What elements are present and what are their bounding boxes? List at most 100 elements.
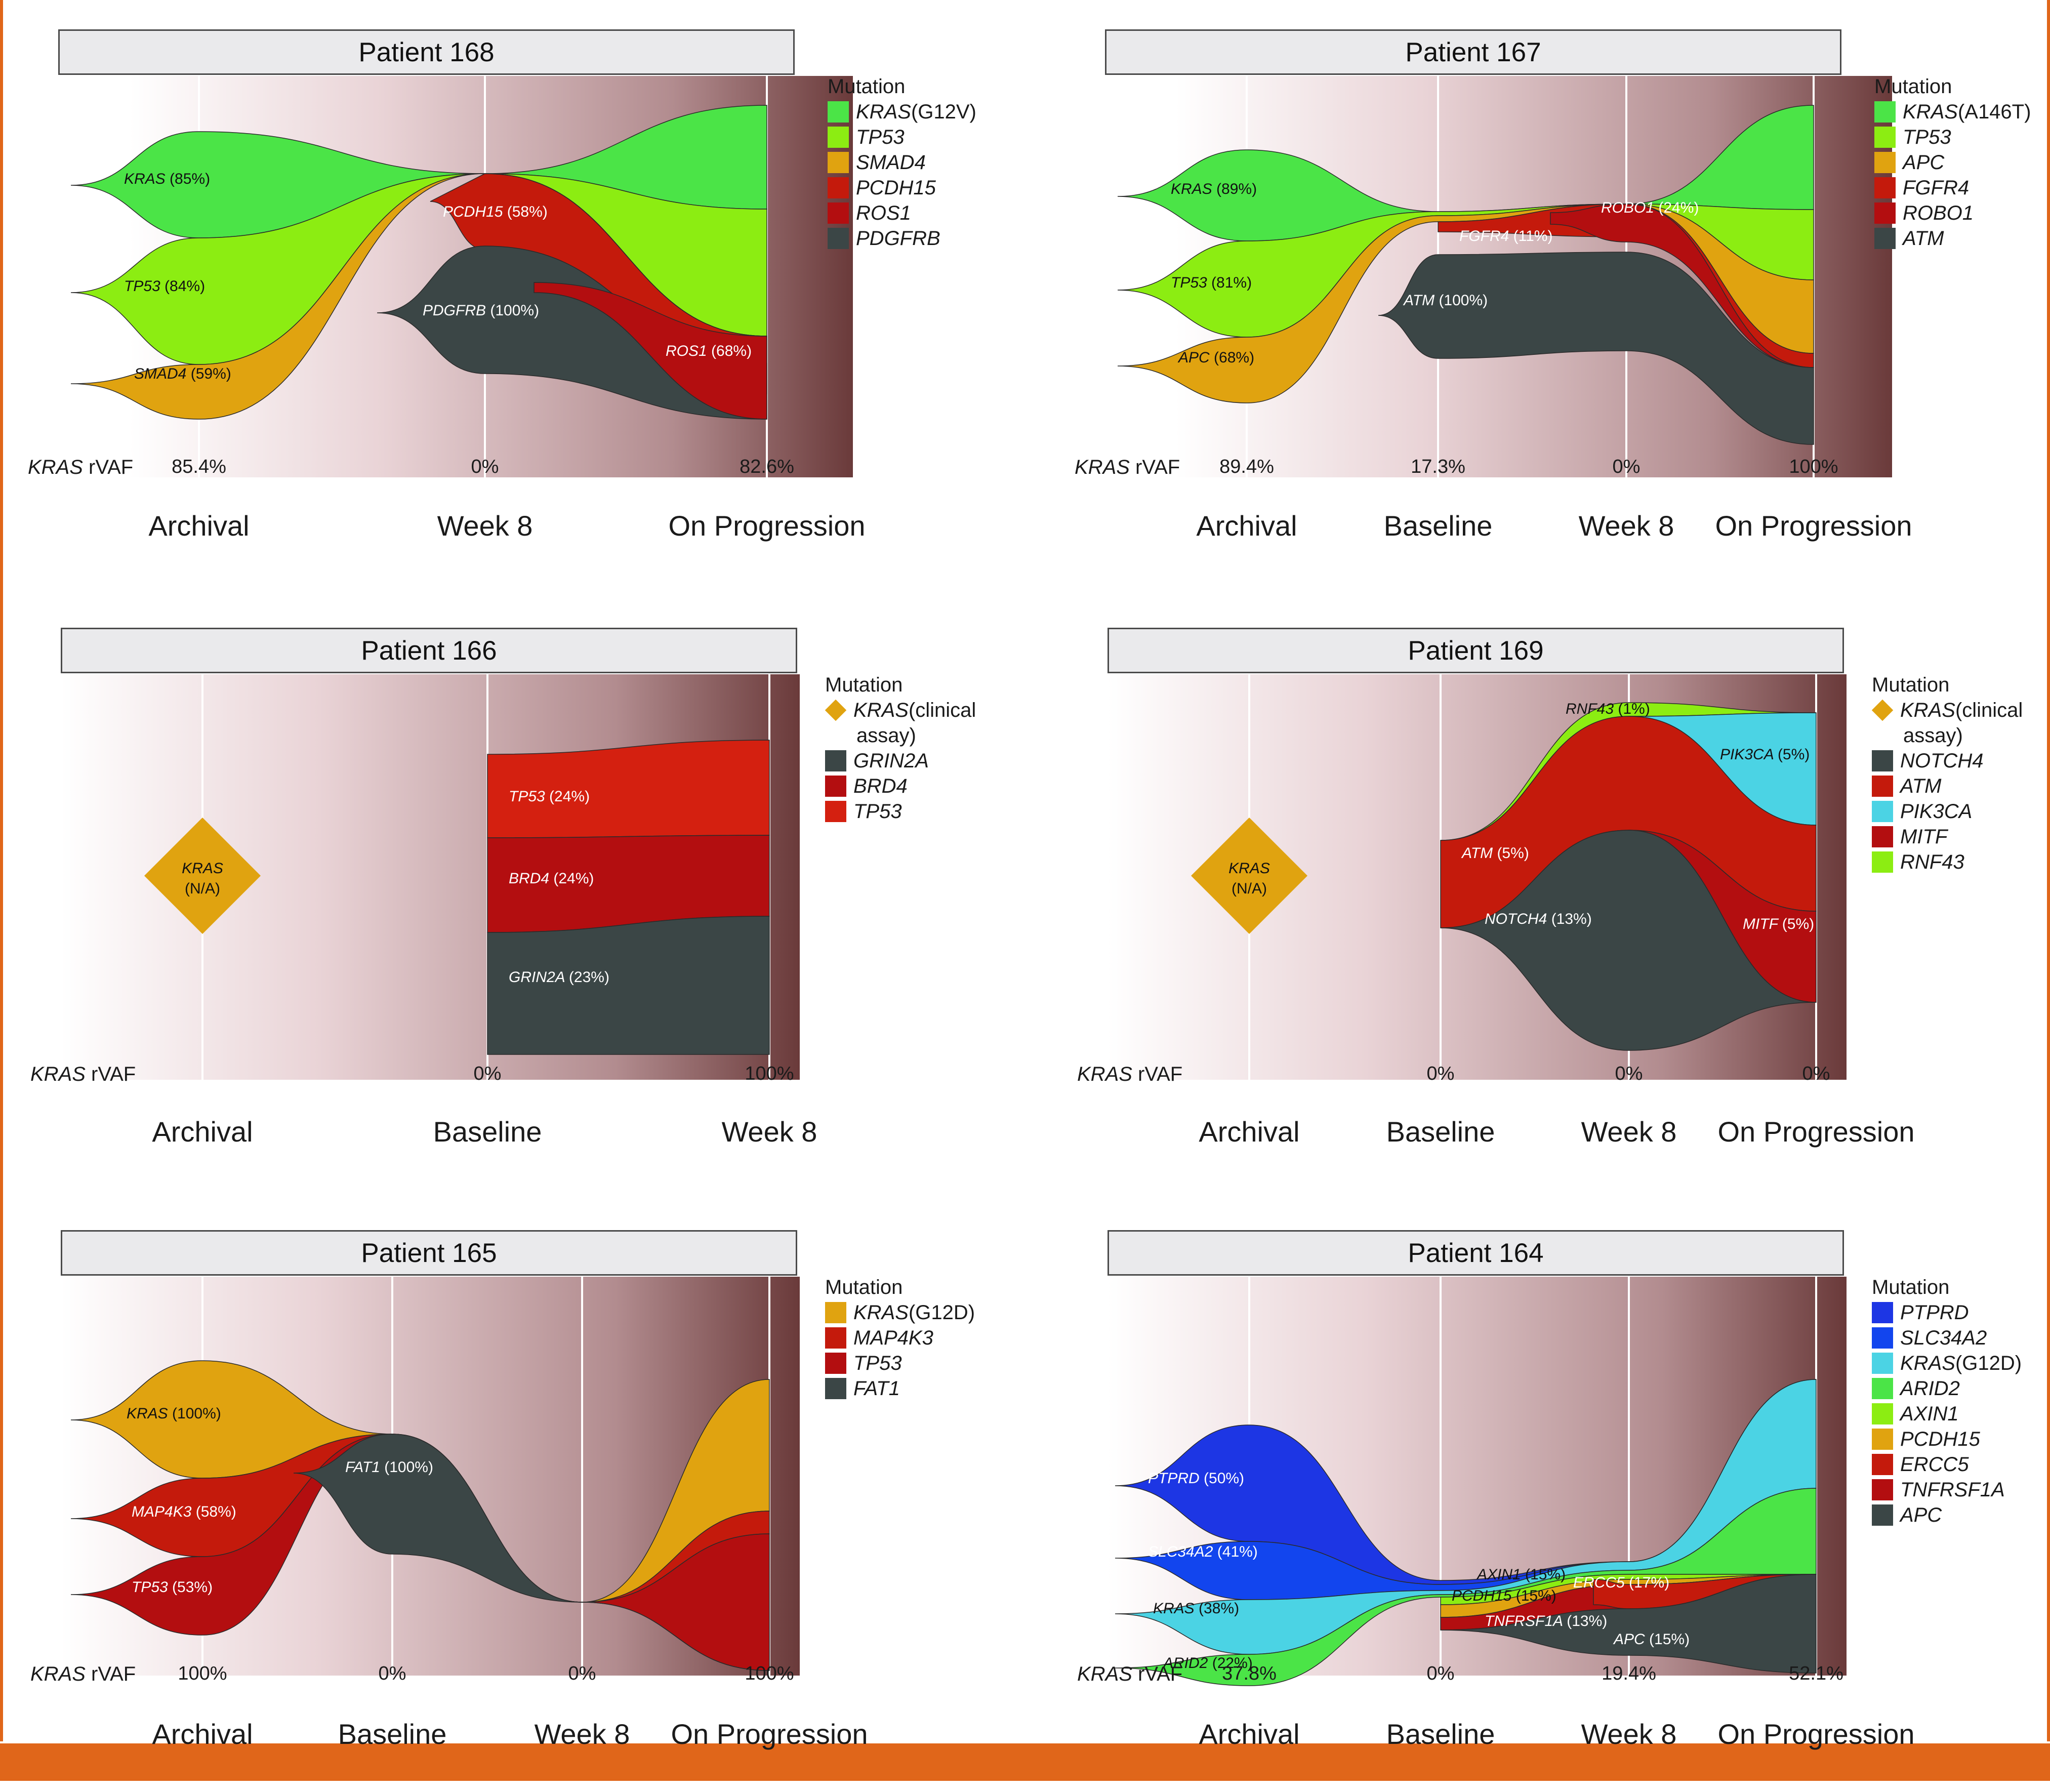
stream-label-value: (89%)	[1216, 181, 1257, 197]
rvaf-value: 0%	[1612, 456, 1641, 477]
stream-label-value: (23%)	[569, 969, 609, 986]
panel-title: Patient 165	[61, 1230, 797, 1276]
legend-note: (G12V)	[911, 101, 976, 123]
rvaf-suffix: rVAF	[89, 456, 134, 478]
stream-label-value: (68%)	[1214, 349, 1254, 366]
stream-label-value: (59%)	[191, 365, 231, 382]
legend-gene: AXIN1	[1900, 1403, 1959, 1425]
legend-gene: KRAS	[1900, 699, 1955, 721]
legend-swatch	[828, 127, 849, 148]
rvaf-value: 100%	[745, 1063, 794, 1084]
legend-item: GRIN2A	[825, 748, 976, 773]
legend-gene: RNF43	[1900, 851, 1964, 873]
stream-label-gene: KRAS	[1171, 181, 1216, 197]
stream-label-value: (58%)	[507, 203, 548, 220]
legend: Mutation KRAS (G12D) MAP4K3 TP53 FAT1	[825, 1275, 975, 1401]
stream-band	[534, 282, 767, 420]
legend-item: TP53	[825, 1351, 975, 1376]
legend-gene: KRAS	[853, 699, 909, 721]
timepoint-label: Baseline	[338, 1718, 447, 1750]
stream-label: FAT1 (100%)	[345, 1459, 433, 1476]
legend-swatch	[825, 1327, 846, 1349]
stream-label-value: (41%)	[1217, 1543, 1258, 1560]
stream-label-gene: MAP4K3	[132, 1503, 196, 1520]
stream-label: TP53 (81%)	[1171, 274, 1252, 291]
stream-label-gene: KRAS	[1153, 1600, 1199, 1617]
diamond-gene: KRAS	[1228, 860, 1270, 877]
legend-swatch	[825, 750, 846, 771]
legend-item: KRAS (G12V)	[828, 99, 976, 125]
frame-right-border	[2047, 0, 2050, 1741]
stream-label-value: (24%)	[553, 870, 594, 887]
stream-plot: TP53 (24%)BRD4 (24%)GRIN2A (23%)KRAS(N/A…	[61, 674, 800, 1080]
timepoint-label: Archival	[1199, 1718, 1300, 1750]
stream-label: RNF43 (1%)	[1566, 701, 1650, 717]
stream-plot: KRAS (89%) TP53 (81%) APC (68%) FGFR4 (11%)…	[1117, 76, 1892, 477]
stream-label-gene: PCDH15	[1452, 1587, 1516, 1604]
legend-swatch	[1872, 1504, 1893, 1526]
rvaf-value: 0%	[473, 1063, 502, 1084]
timepoint-label: On Progression	[671, 1718, 868, 1750]
legend-item: NOTCH4	[1872, 748, 2023, 773]
rvaf-value: 37.8%	[1222, 1663, 1277, 1684]
stream-label-value: (58%)	[196, 1503, 236, 1520]
legend-note-cont: assay)	[856, 724, 916, 747]
stream-label: PCDH15 (15%)	[1452, 1587, 1556, 1604]
legend-title: Mutation	[1874, 75, 1952, 98]
legend-swatch	[828, 177, 849, 198]
legend-gene: MITF	[1900, 826, 1948, 848]
stream-label: ATM (100%)	[1403, 292, 1488, 309]
legend-swatch	[828, 101, 849, 123]
stream-label: MITF (5%)	[1743, 916, 1814, 932]
rvaf-label: KRAS rVAF	[1077, 1663, 1182, 1686]
stream-label-value: (24%)	[549, 788, 590, 805]
panel-title: Patient 167	[1105, 29, 1841, 75]
rvaf-gene: KRAS	[1077, 1663, 1138, 1685]
legend-swatch	[825, 776, 846, 797]
timepoint-label: Baseline	[1386, 1718, 1495, 1750]
legend-gene: PTPRD	[1900, 1301, 1969, 1324]
legend-swatch	[1872, 776, 1893, 797]
stream-label-value: (5%)	[1782, 916, 1814, 932]
rvaf-value: 0%	[568, 1663, 596, 1684]
stream-label-value: (5%)	[1497, 845, 1529, 862]
legend-gene: ATM	[1903, 227, 1944, 250]
stream-label-gene: MITF	[1743, 916, 1782, 932]
stream-label-value: (53%)	[172, 1579, 213, 1596]
legend-gene: KRAS	[853, 1301, 909, 1324]
rvaf-value: 0%	[1426, 1063, 1455, 1084]
stream-band	[1440, 830, 1817, 1051]
legend-item: ARID2	[1872, 1376, 2022, 1401]
legend-swatch	[1872, 1479, 1893, 1500]
stream-label-value: (11%)	[1513, 228, 1553, 245]
rvaf-value: 100%	[745, 1663, 794, 1684]
stream-plot: KRAS (85%) TP53 (84%) SMAD4 (59%) PCDH15 (5…	[70, 76, 853, 477]
timepoint-label: On Progression	[1717, 1116, 1915, 1148]
legend-item: BRD4	[825, 773, 976, 799]
legend-item: ATM	[1874, 226, 2031, 251]
legend-note: (clinical	[1955, 699, 2023, 721]
stream-label-gene: TNFRSF1A	[1485, 1613, 1567, 1630]
legend: Mutation KRAS (A146T) TP53 APC FGFR4 ROBO1 ATM	[1874, 74, 2031, 251]
stream-label-gene: SLC34A2	[1148, 1543, 1217, 1560]
legend-item: PDGFRB	[828, 226, 976, 251]
legend-swatch	[1872, 1454, 1893, 1475]
stream-label-gene: ROS1	[666, 343, 711, 359]
panel-patient-169: RNF43 (1%) PIK3CA (5%) ATM (5%) MITF (5%) NO…	[1077, 628, 2050, 1190]
rvaf-label: KRAS rVAF	[30, 1063, 136, 1086]
panel-title: Patient 169	[1108, 628, 1844, 673]
stream-label: NOTCH4 (13%)	[1485, 911, 1592, 927]
legend-swatch	[825, 1353, 846, 1374]
stream-label: MAP4K3 (58%)	[132, 1503, 236, 1520]
legend-swatch	[825, 801, 846, 822]
timepoint-label: On Progression	[668, 510, 866, 542]
stream-plot: RNF43 (1%)PIK3CA (5%)ATM (5%)MITF (5%)NO…	[1108, 674, 1847, 1080]
panel-title: Patient 166	[61, 628, 797, 673]
legend-swatch	[1872, 1353, 1893, 1374]
stream-label-gene: APC	[1613, 1631, 1649, 1648]
stream-label: PIK3CA (5%)	[1720, 746, 1810, 763]
legend: Mutation PTPRD SLC34A2 KRAS (G12D) ARID2 AXIN…	[1872, 1275, 2022, 1528]
legend-item: PTPRD	[1872, 1300, 2022, 1325]
legend-item: KRAS (clinical	[1871, 698, 2023, 723]
stream-label-gene: NOTCH4	[1485, 911, 1551, 927]
